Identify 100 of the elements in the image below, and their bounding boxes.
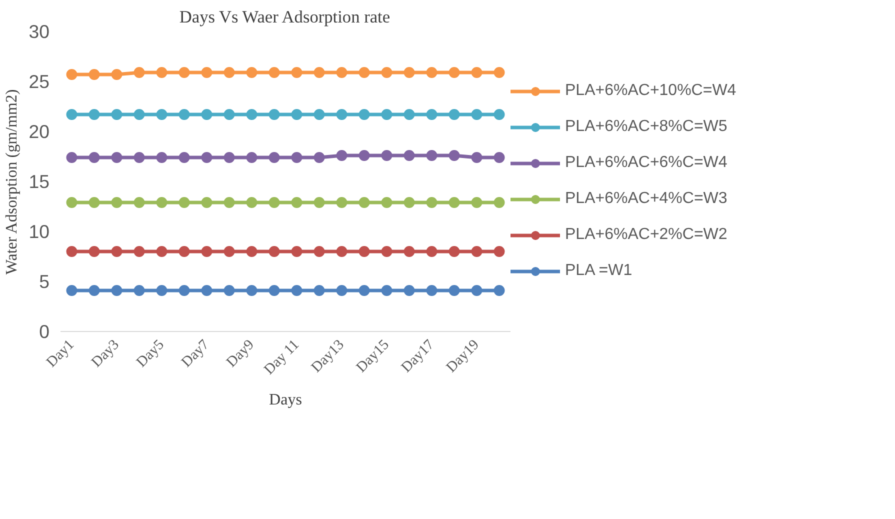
point (314, 197, 325, 208)
point (471, 152, 482, 163)
y-tick-label: 20 (28, 121, 50, 142)
point (134, 197, 145, 208)
point (88, 152, 100, 163)
point (224, 67, 235, 78)
legend-label: PLA+6%AC+6%C=W4 (565, 154, 728, 172)
point (471, 109, 482, 120)
point (201, 109, 212, 120)
point (246, 109, 258, 120)
point (358, 246, 370, 257)
y-tick-label: 0 (39, 321, 50, 342)
point (268, 197, 280, 208)
point (426, 285, 438, 296)
point (471, 285, 482, 296)
point (381, 197, 392, 208)
point (88, 109, 100, 120)
point (246, 197, 258, 208)
point (336, 150, 348, 161)
point (201, 67, 212, 78)
y-axis-title: Water Adsorption (gm/mm2) (4, 89, 21, 275)
point (66, 197, 78, 208)
point (314, 246, 325, 257)
point (404, 246, 415, 257)
point (88, 197, 100, 208)
point (314, 285, 325, 296)
point (381, 150, 392, 161)
point (201, 246, 212, 257)
point (381, 285, 392, 296)
point (381, 109, 392, 120)
point (111, 246, 122, 257)
point (178, 67, 190, 78)
point (66, 152, 78, 163)
point (336, 67, 348, 78)
point (494, 152, 505, 163)
point (404, 285, 415, 296)
point (246, 152, 258, 163)
point (111, 285, 122, 296)
legend-label: PLA+6%AC+8%C=W5 (565, 118, 728, 136)
point (494, 67, 505, 78)
point (314, 109, 325, 120)
legend-label: PLA+6%AC+10%C=W4 (565, 82, 736, 100)
point (448, 197, 460, 208)
point (494, 109, 505, 120)
point (156, 109, 168, 120)
point (111, 109, 122, 120)
point (471, 67, 482, 78)
point (201, 152, 212, 163)
point (224, 246, 235, 257)
point (268, 67, 280, 78)
point (494, 246, 505, 257)
y-tick-label: 30 (28, 21, 50, 42)
point (134, 109, 145, 120)
point (291, 197, 302, 208)
point (224, 109, 235, 120)
point (156, 197, 168, 208)
point (291, 109, 302, 120)
point (404, 109, 415, 120)
point (111, 197, 122, 208)
x-tick-label: Day 11 (261, 336, 302, 378)
point (201, 285, 212, 296)
point (88, 246, 100, 257)
point (404, 67, 415, 78)
point (134, 246, 145, 257)
point (178, 152, 190, 163)
point (404, 197, 415, 208)
point (381, 246, 392, 257)
y-tick-label: 25 (28, 71, 50, 92)
point (66, 109, 78, 120)
point (494, 285, 505, 296)
point (178, 197, 190, 208)
point (156, 285, 168, 296)
point (448, 67, 460, 78)
point (268, 285, 280, 296)
x-axis-title: Days (269, 392, 302, 409)
point (246, 246, 258, 257)
point (426, 246, 438, 257)
point (358, 109, 370, 120)
point (314, 67, 325, 78)
point (404, 150, 415, 161)
point (358, 67, 370, 78)
point (426, 150, 438, 161)
point (336, 109, 348, 120)
point (268, 246, 280, 257)
point (111, 69, 122, 80)
point (66, 285, 78, 296)
point (268, 152, 280, 163)
point (66, 246, 78, 257)
y-tick-label: 5 (39, 271, 50, 292)
legend-label: PLA+6%AC+4%C=W3 (565, 190, 728, 208)
point (471, 246, 482, 257)
point (336, 285, 348, 296)
point (224, 152, 235, 163)
point (178, 285, 190, 296)
point (426, 197, 438, 208)
point (291, 152, 302, 163)
point (66, 69, 78, 80)
point (134, 285, 145, 296)
point (156, 67, 168, 78)
point (291, 67, 302, 78)
